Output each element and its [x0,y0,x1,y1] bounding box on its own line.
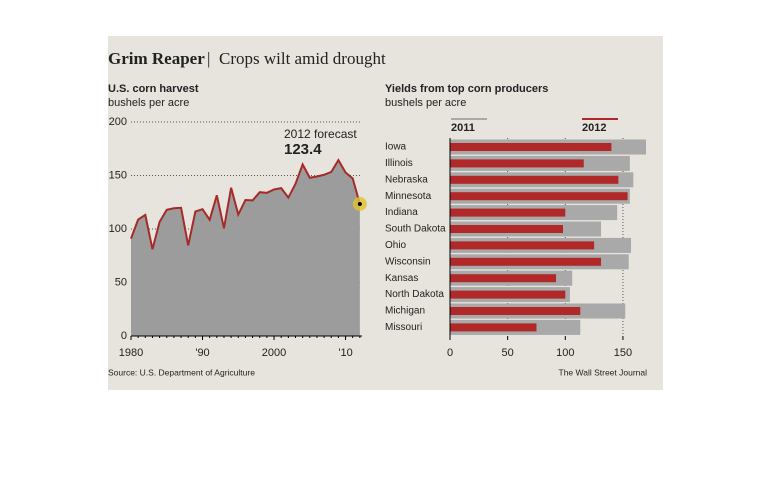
x-tick-label: 2000 [262,347,286,359]
bar [450,274,557,283]
category-label: Iowa [385,142,407,153]
legend-label: 2012 [582,122,606,134]
bar [450,323,537,332]
category-label: South Dakota [385,224,446,235]
category-label: Ohio [385,240,407,251]
bar [450,307,581,315]
point [357,201,362,206]
x-tick-label: 50 [502,347,514,359]
y-tick-label: 50 [115,276,127,288]
category-label: Illinois [385,158,413,169]
annotation: 2012 forecast [284,127,357,141]
separator: | [207,49,210,68]
category-label: Wisconsin [385,256,431,267]
legend-label: 2011 [451,122,475,134]
x-tick-label: 100 [556,347,574,359]
line [130,158,361,250]
bar [450,241,595,250]
x-tick-label: 150 [614,347,632,359]
bar [450,257,602,266]
bar [450,290,566,299]
y-tick-label: 0 [121,330,127,342]
y-tick-label: 150 [109,169,127,181]
bar [450,143,612,151]
credit: The Wall Street Journal [559,367,648,377]
bar [450,175,619,184]
category-label: Indiana [385,207,418,218]
bar [450,192,628,201]
bar [450,208,566,217]
category-label: Michigan [385,306,425,317]
chart-subtitle: bushels per acre [108,97,189,109]
category-label: Minnesota [385,191,432,202]
category-label: Missouri [385,322,422,333]
chart-title: Yields from top corn producers [385,83,548,95]
y-tick-label: 100 [109,223,127,235]
area [131,160,360,336]
x-tick-label: 1980 [119,347,143,359]
chart-title: U.S. corn harvest [108,83,199,95]
subheadline: Crops wilt amid drought [219,49,386,68]
bar [450,225,563,233]
headline: Grim Reaper [108,49,205,68]
x-tick-label: '90 [195,347,209,359]
x-tick-label: '10 [338,347,352,359]
category-label: North Dakota [385,289,444,300]
category-label: Nebraska [385,174,428,185]
y-tick-label: 200 [109,116,127,128]
x-tick-label: 0 [447,347,453,359]
chart-subtitle: bushels per acre [385,97,466,109]
category-label: Kansas [385,273,418,284]
source: Source: U.S. Department of Agriculture [108,367,255,377]
annotation-value: 123.4 [284,141,322,158]
bar [450,159,584,168]
